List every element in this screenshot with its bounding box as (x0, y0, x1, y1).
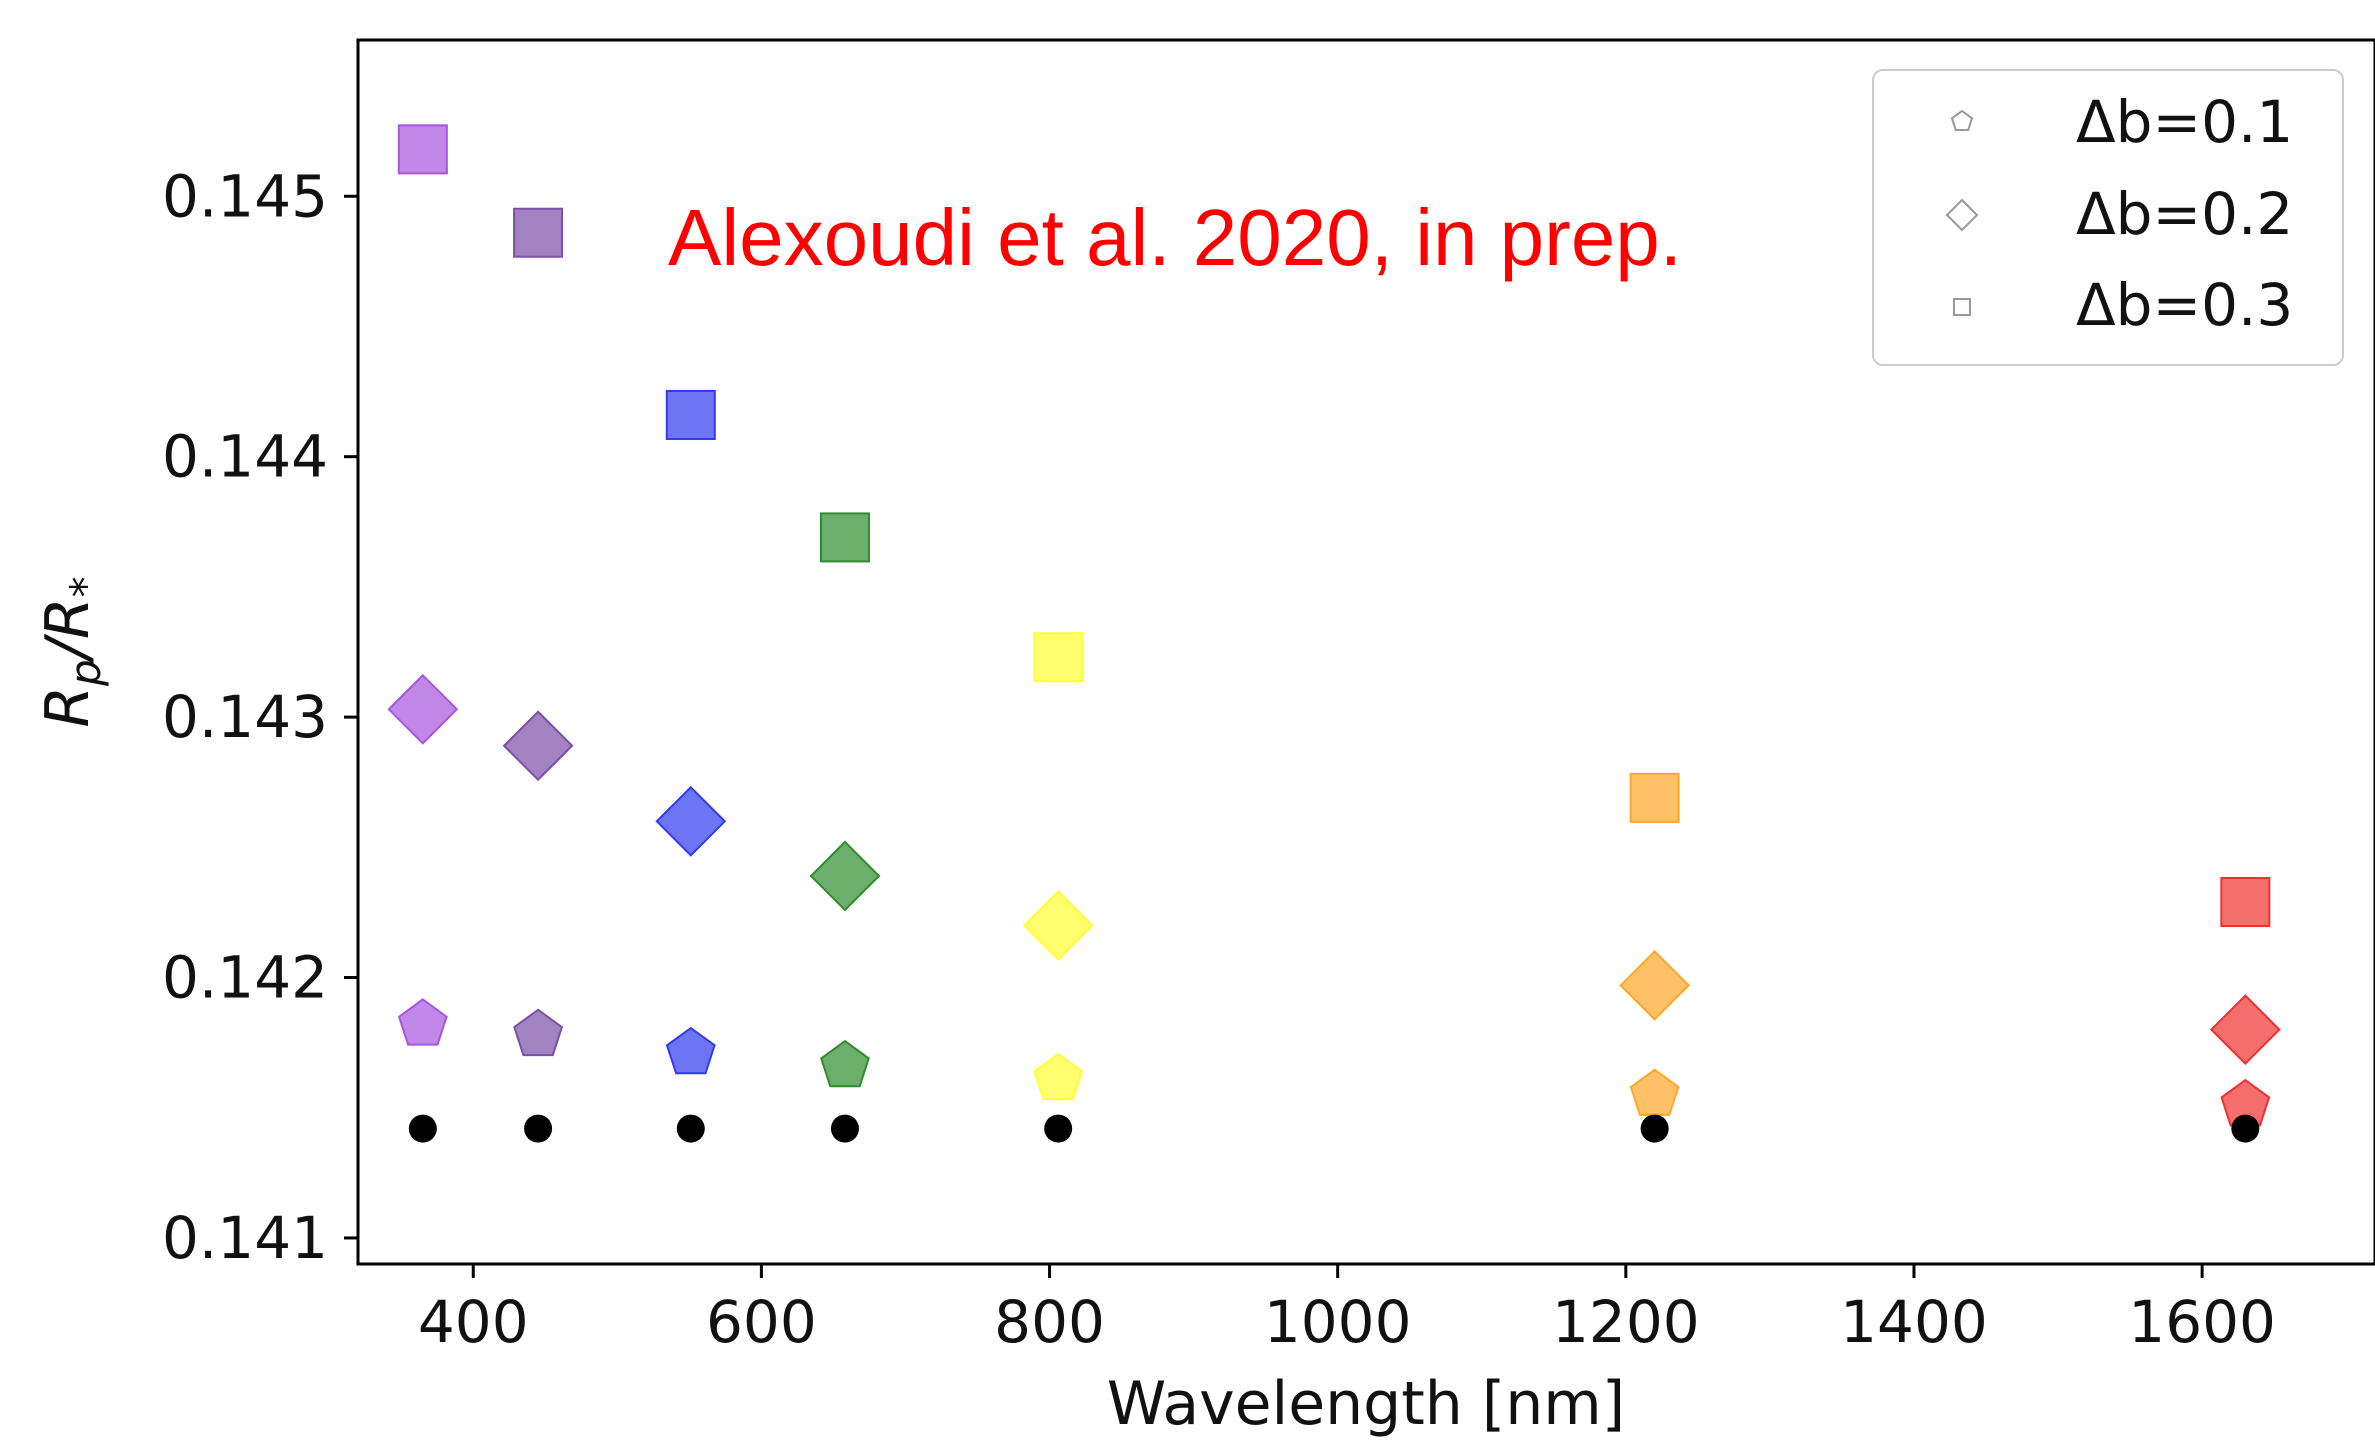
circle-point (1640, 1114, 1669, 1143)
legend: Δb=0.1 Δb=0.2 Δb=0.3 (1872, 69, 2344, 366)
diamond-point (1619, 949, 1691, 1021)
y-label-r2: R (33, 597, 103, 639)
y-tick-label: 0.141 (162, 1204, 328, 1272)
x-axis-label: Wavelength [nm] (1107, 1369, 1625, 1439)
diamond-point (2209, 994, 2281, 1066)
square-point (1629, 772, 1680, 823)
y-axis-label: Rp/R* (33, 576, 110, 727)
circle-point (1044, 1114, 1073, 1143)
circle-point (524, 1114, 553, 1143)
x-tick-label: 600 (706, 1288, 817, 1356)
x-tick-label: 1000 (1264, 1288, 1412, 1356)
pentagon-point (665, 1026, 716, 1075)
legend-label-db-0-3: Δb=0.3 (2076, 271, 2293, 339)
diamond-point (655, 785, 727, 857)
x-tick-label: 800 (994, 1288, 1105, 1356)
square-point (819, 512, 870, 563)
y-label-r1: R (33, 686, 103, 728)
y-tick-label: 0.142 (162, 944, 328, 1012)
data-markers (387, 124, 2281, 1143)
annotation-text: Alexoudi et al. 2020, in prep. (668, 193, 1682, 282)
circle-point (408, 1114, 437, 1143)
x-tick-label: 1200 (1552, 1288, 1700, 1356)
legend-frame (1872, 69, 2344, 366)
plot-frame (356, 38, 2375, 1266)
legend-square-icon (1953, 298, 1971, 316)
square-point (665, 390, 716, 441)
diamond-point (387, 673, 459, 745)
pentagon-point (397, 998, 448, 1046)
pentagon-point (820, 1039, 870, 1088)
pentagon-point (513, 1008, 564, 1057)
x-tick-label: 1400 (1840, 1288, 1988, 1356)
y-tick-label: 0.143 (162, 683, 328, 751)
square-point (1033, 632, 1084, 683)
pentagon-point (1033, 1052, 1084, 1101)
circle-point (830, 1114, 859, 1143)
y-tick-label: 0.144 (162, 423, 328, 491)
legend-pentagon-icon (1950, 109, 1974, 131)
legend-label-db-0-2: Δb=0.2 (2076, 180, 2293, 248)
y-label-sub1: p (61, 659, 110, 687)
x-tick-label: 400 (418, 1288, 529, 1356)
diamond-point (1022, 890, 1094, 961)
square-point (513, 207, 564, 258)
pentagon-point (1629, 1068, 1680, 1116)
x-tick-label: 1600 (2128, 1288, 2276, 1356)
square-point (2220, 877, 2271, 928)
y-label-sub2: * (61, 576, 110, 597)
y-tick-label: 0.145 (162, 162, 328, 230)
legend-label-db-0-1: Δb=0.1 (2076, 88, 2293, 156)
diamond-point (502, 710, 574, 782)
square-point (397, 124, 448, 175)
axis-ticks: 400 600 800 1000 1200 1400 1600 0.141 0.142 0.143… (162, 162, 2276, 1356)
circle-point (676, 1114, 705, 1143)
circle-point (2231, 1114, 2260, 1143)
diamond-point (809, 840, 881, 912)
legend-diamond-icon (1945, 198, 1979, 232)
